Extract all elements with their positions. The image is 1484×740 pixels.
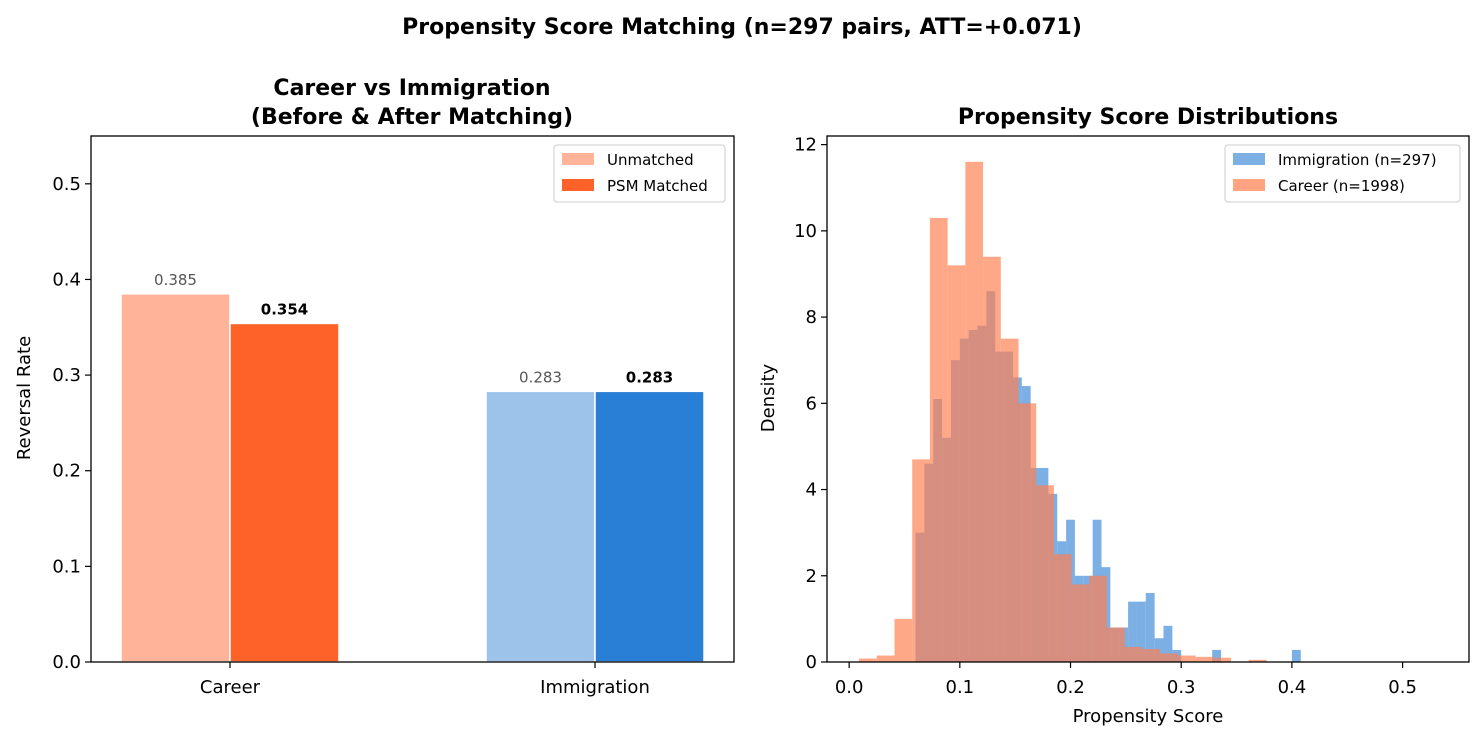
y-tick-label: 0.1 [52, 556, 81, 577]
histogram-bar [929, 217, 948, 662]
legend-box [1224, 144, 1461, 203]
y-tick-label: 8 [806, 307, 817, 328]
legend: Unmatched PSM Matched [553, 144, 726, 203]
y-tick-label: 0.0 [52, 652, 81, 673]
histogram-bar [1128, 601, 1137, 662]
histogram-bar [1018, 403, 1037, 662]
histogram-bar [894, 618, 913, 662]
histogram-bar [1089, 575, 1108, 662]
histogram-bar [947, 265, 966, 662]
histogram-bar [1248, 659, 1267, 662]
histogram-bar [1195, 656, 1214, 662]
y-tick-label: 0 [806, 652, 817, 673]
y-tick-label: 6 [806, 393, 817, 414]
x-tick-label: 0.2 [1056, 677, 1085, 698]
histogram-bar [912, 459, 930, 662]
histogram-bar [1071, 584, 1090, 662]
y-tick-label: 4 [806, 480, 817, 501]
legend-swatch [1233, 153, 1265, 165]
histogram-bar [1124, 646, 1143, 662]
histogram-bar [1036, 485, 1054, 662]
histogram-bar [1107, 627, 1125, 662]
legend: Immigration (n=297) Career (n=1998) [1224, 144, 1461, 203]
histogram-x-axis-label: Propensity Score [1073, 706, 1224, 727]
plot-frame [826, 135, 1470, 663]
histogram-bar [1291, 649, 1301, 662]
y-tick-label: 12 [794, 135, 817, 156]
histogram-bar [965, 161, 984, 663]
bar-unmatched [485, 390, 596, 663]
legend-label: Career (n=1998) [1278, 177, 1405, 195]
y-tick-label: 0.3 [52, 365, 81, 386]
y-tick-label: 0.5 [52, 174, 81, 195]
legend-swatch [562, 179, 594, 191]
bar-chart-plot-area: 0.0 0.1 0.2 0.3 0.4 0.5 0.385 0.354 Career 0.283 0… [52, 135, 735, 698]
bar-value-label: 0.283 [626, 368, 673, 386]
bar-value-label: 0.283 [519, 368, 562, 386]
legend-label: Unmatched [607, 151, 694, 169]
histogram-bar [1213, 657, 1232, 662]
legend-box [553, 144, 726, 203]
bar-chart-title-line1: Career vs Immigration [273, 76, 550, 101]
legend-label: Immigration (n=297) [1278, 151, 1437, 169]
y-tick-label: 10 [794, 221, 817, 242]
bar-chart-panel: Career vs Immigration (Before & After Ma… [14, 76, 735, 698]
legend-label: PSM Matched [607, 177, 708, 195]
histogram-y-axis-label: Density [758, 363, 779, 432]
histogram-bar [1177, 655, 1196, 662]
histogram-bar [1000, 338, 1019, 662]
x-tick-label: 0.5 [1388, 677, 1417, 698]
figure-title: Propensity Score Matching (n=297 pairs, … [402, 15, 1082, 40]
histogram-bar [1142, 649, 1161, 662]
x-tick-label: Immigration [540, 677, 650, 698]
y-tick-label: 0.4 [52, 269, 81, 290]
bar-unmatched [120, 293, 231, 663]
histogram-bar [1053, 554, 1072, 662]
y-tick-label: 0.2 [52, 461, 81, 482]
legend-swatch [562, 153, 594, 165]
histogram-bar [1160, 653, 1178, 662]
histogram-series-career [859, 161, 1267, 663]
legend-swatch [1233, 179, 1265, 191]
bar-chart-title-line2: (Before & After Matching) [251, 105, 573, 130]
histogram-bar [859, 658, 877, 662]
x-tick-label: 0.3 [1167, 677, 1196, 698]
histogram-bar [1136, 601, 1146, 662]
histogram-panel: Propensity Score Distributions Propensit… [758, 105, 1470, 727]
bar-chart-y-axis-label: Reversal Rate [14, 336, 35, 460]
bar-psm-matched [229, 322, 340, 663]
histogram-bar [1145, 593, 1155, 662]
histogram-title: Propensity Score Distributions [958, 105, 1338, 130]
histogram-bar [1163, 625, 1173, 662]
histogram-bar [876, 655, 895, 662]
x-tick-label: 0.1 [946, 677, 975, 698]
plot-frame [90, 135, 735, 663]
histogram-bar [983, 256, 1001, 662]
y-tick-label: 2 [806, 566, 817, 587]
x-tick-label: 0.4 [1278, 677, 1307, 698]
bar-value-label: 0.354 [261, 300, 308, 318]
x-tick-label: 0.0 [835, 677, 864, 698]
bar-psm-matched [594, 390, 705, 663]
histogram-bar [1212, 649, 1222, 662]
bar-value-label: 0.385 [154, 271, 197, 289]
x-tick-label: Career [200, 677, 261, 698]
histogram-plot-area: 0 2 4 6 8 10 12 0.0 0.1 0.2 0.3 0.4 0.5 Immigration (… [794, 135, 1470, 698]
